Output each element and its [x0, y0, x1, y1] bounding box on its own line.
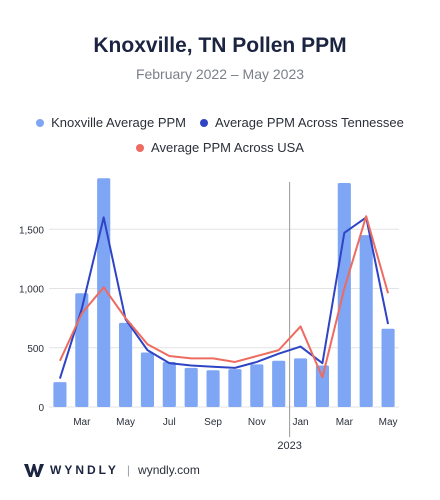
bar: [162, 361, 176, 407]
x-tick-label: May: [116, 417, 135, 428]
y-tick-label: 500: [27, 344, 44, 355]
x-tick-label: Jan: [293, 417, 309, 428]
x-tick-label: Sep: [204, 417, 222, 428]
legend-marker-knoxville: [36, 118, 45, 127]
wyndly-logo-icon: [24, 464, 44, 477]
usa-line: [59, 215, 390, 379]
y-tick-label: 1,000: [19, 285, 44, 296]
legend-label-usa: Average PPM Across USA: [151, 140, 304, 155]
year-label: 2023: [277, 440, 301, 452]
bar: [359, 235, 373, 407]
legend-marker-usa: [136, 143, 145, 152]
legend-label-tennessee: Average PPM Across Tennessee: [215, 115, 404, 130]
bar: [315, 365, 329, 407]
bar: [228, 369, 242, 407]
x-tick-label: Nov: [248, 417, 266, 428]
bar: [206, 370, 220, 407]
footer-brand: WYNDLY: [50, 463, 119, 477]
bar: [184, 367, 198, 407]
y-tick-label: 1,500: [19, 225, 44, 236]
y-tick-label: 0: [38, 403, 44, 414]
footer-url[interactable]: wyndly.com: [138, 463, 200, 477]
legend-label-knoxville: Knoxville Average PPM: [51, 115, 187, 130]
bar: [250, 364, 264, 407]
pollen-chart: 0 500 1,000 1,500 Mar May Jul Sep Nov Jan Mar May 20…: [19, 178, 399, 452]
bar: [294, 358, 308, 407]
legend-item-knoxville: Knoxville Average PPM: [36, 115, 186, 130]
legend-marker-tennessee: [200, 118, 209, 127]
x-tick-label: May: [379, 417, 398, 428]
bar: [381, 328, 395, 407]
bar: [337, 183, 351, 407]
footer-separator: |: [126, 463, 131, 477]
tennessee-line: [58, 216, 390, 379]
x-tick-label: Jul: [163, 417, 176, 428]
legend-item-tennessee: Average PPM Across Tennessee: [200, 115, 404, 130]
bar: [272, 360, 286, 407]
footer: WYNDLY | wyndly.com: [24, 462, 200, 478]
x-tick-label: Mar: [73, 417, 91, 428]
legend-row-1: Knoxville Average PPM Average PPM Across…: [0, 115, 440, 130]
bar: [119, 322, 133, 407]
chart-title: Knoxville, TN Pollen PPM: [93, 34, 347, 57]
legend-item-usa: Average PPM Across USA: [136, 140, 304, 155]
legend-row-2: Average PPM Across USA: [0, 140, 440, 155]
bar: [53, 382, 67, 407]
chart-subtitle: February 2022 – May 2023: [135, 66, 305, 82]
bar: [140, 352, 154, 407]
x-tick-label: Mar: [336, 417, 354, 428]
